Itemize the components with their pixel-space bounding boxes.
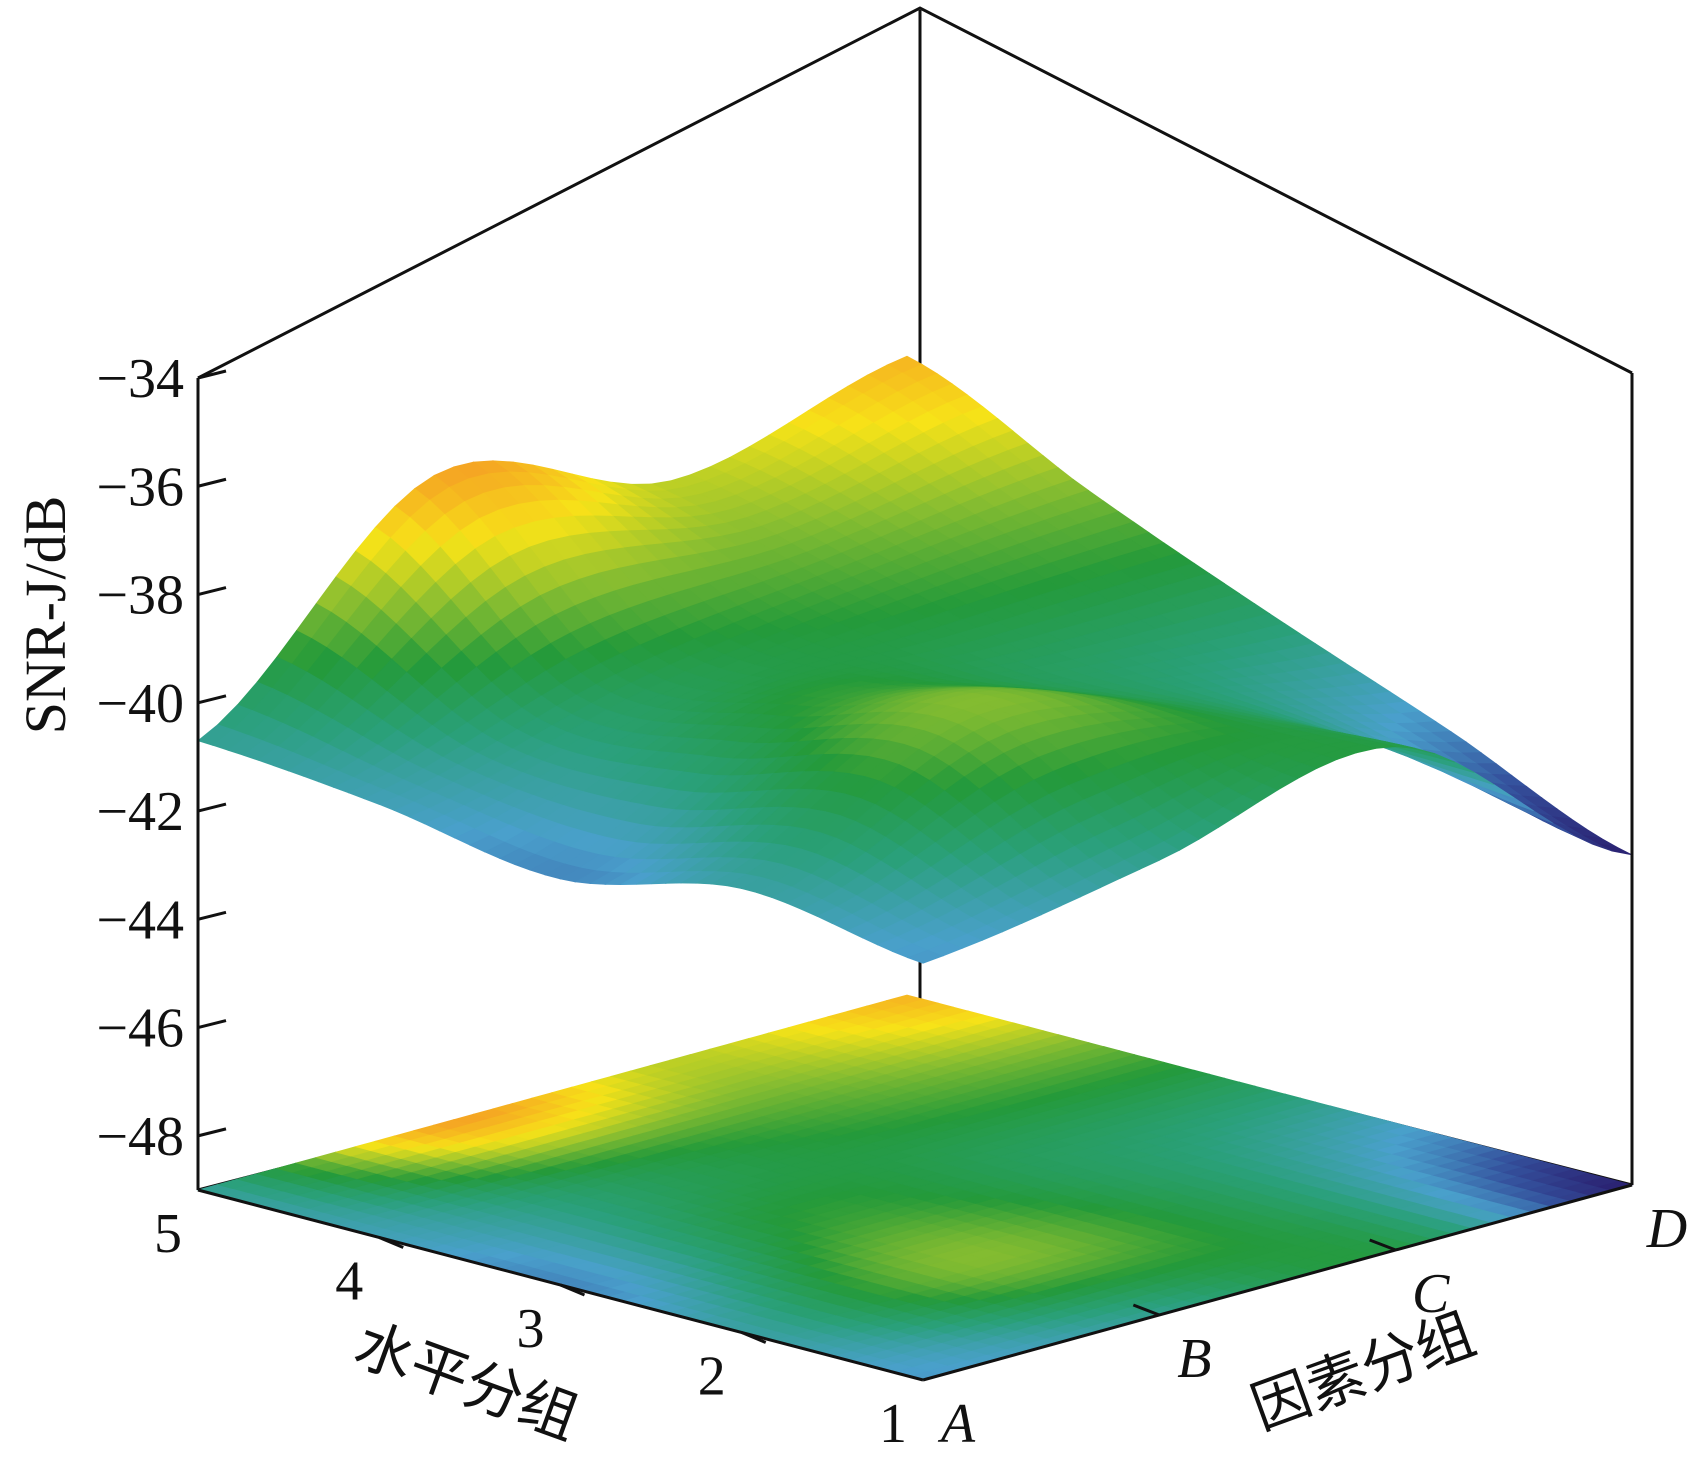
level-tick-label: 4: [335, 1251, 363, 1313]
z-tick-label: −38: [96, 565, 184, 627]
level-tick-label: 1: [879, 1393, 907, 1455]
z-axis-title: SNR-J/dB: [13, 496, 78, 735]
factor-tick-label: A: [937, 1393, 976, 1455]
level-tick-label: 3: [517, 1298, 545, 1360]
level-tick-label: 2: [698, 1346, 726, 1408]
z-tick-label: −46: [96, 998, 184, 1060]
factor-tick-label: D: [1646, 1198, 1687, 1260]
z-tick-label: −34: [96, 348, 184, 410]
factor-tick-label: C: [1412, 1263, 1450, 1325]
level-tick-label: 5: [154, 1203, 182, 1265]
z-tick-label: −48: [96, 1106, 184, 1168]
z-tick-label: −40: [96, 673, 184, 735]
factor-axis-ticks: A B C D: [937, 1198, 1687, 1455]
surface-mesh: [197, 355, 1633, 964]
level-axis-ticks: 1 2 3 4 5: [154, 1203, 907, 1455]
z-tick-label: −36: [96, 456, 184, 518]
z-tick-label: −42: [96, 781, 184, 843]
factor-tick-label: B: [1177, 1328, 1211, 1390]
factor-axis-title: 因素分组: [1243, 1301, 1483, 1441]
z-tick-label: −44: [96, 889, 184, 951]
floor-contour: [196, 994, 1634, 1381]
z-axis-ticks: −34 −36 −38 −40 −42 −44 −46 −48: [96, 348, 227, 1168]
level-axis-title: 水平分组: [347, 1311, 587, 1451]
